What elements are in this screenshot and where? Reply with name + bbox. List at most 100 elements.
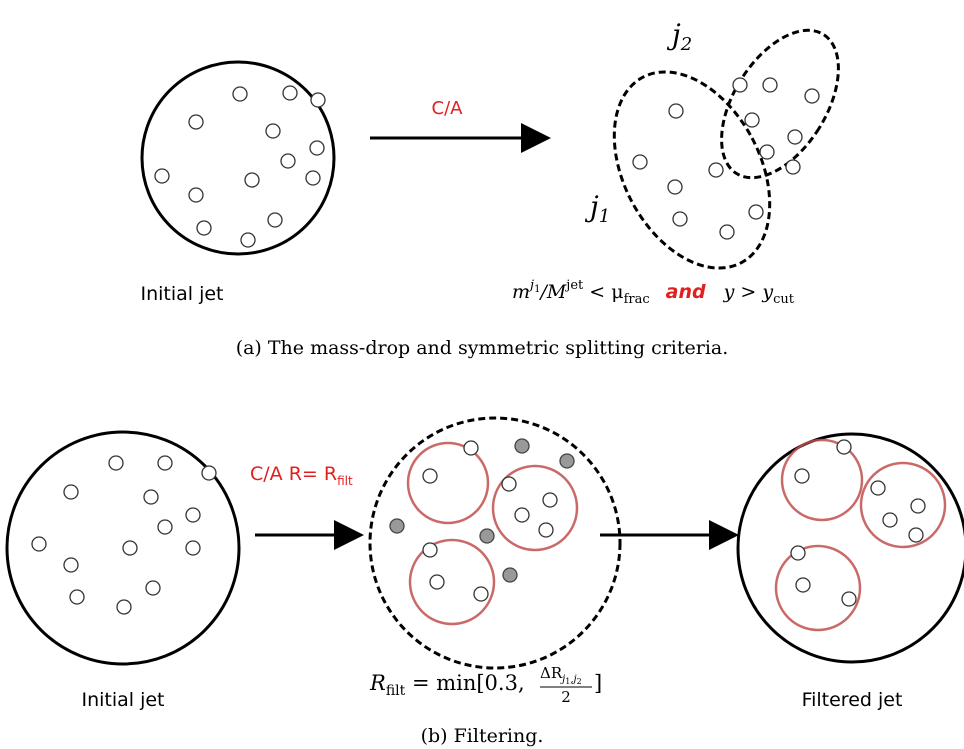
particle: [790, 545, 806, 561]
particle: [145, 580, 161, 596]
filter-subjet: [780, 438, 864, 522]
particle: [719, 224, 735, 240]
particle: [240, 232, 256, 248]
filter-subjet: [406, 441, 490, 525]
arrow-label-sub: filt: [337, 474, 353, 488]
arrow-label: C/A R= Rfilt: [250, 463, 353, 488]
particle: [882, 512, 898, 528]
particle: [732, 77, 748, 93]
arrow-label: C/A: [432, 98, 464, 119]
particle: [744, 112, 760, 128]
particle: [31, 536, 47, 552]
arrow-label: C/A R= R: [250, 463, 337, 485]
removed-particle: [559, 453, 575, 469]
filter-subjet: [859, 461, 947, 549]
panel-a: C/A j2 j1 Initial jet mj1/Mjet < μfrac an…: [140, 18, 840, 359]
particle: [794, 468, 810, 484]
particle: [116, 599, 132, 615]
filter-subjet: [491, 464, 579, 552]
removed-particle: [502, 567, 518, 583]
subjet-j1: [612, 70, 772, 270]
particle: [841, 591, 857, 607]
particle: [232, 86, 248, 102]
j1-label: j: [584, 190, 599, 223]
particle: [501, 476, 517, 492]
f: y > y: [723, 281, 774, 303]
filter-region: [368, 416, 622, 670]
initial-jet: [5, 430, 241, 666]
particle: [785, 159, 801, 175]
f: ,j: [570, 674, 576, 685]
particles: [154, 85, 326, 248]
particle: [267, 212, 283, 228]
particle: [63, 484, 79, 500]
particle: [201, 465, 217, 481]
particles: [790, 439, 926, 607]
f: j: [560, 674, 565, 685]
particle: [154, 168, 170, 184]
f: m: [512, 281, 530, 303]
particle: [795, 577, 811, 593]
particle: [185, 540, 201, 556]
particle: [188, 187, 204, 203]
particle: [538, 522, 554, 538]
particle: [108, 455, 124, 471]
particles: [632, 77, 820, 240]
particle: [787, 129, 803, 145]
particle: [265, 123, 281, 139]
f: filt: [386, 683, 406, 699]
particle: [759, 144, 775, 160]
particle: [804, 88, 820, 104]
shape: ΔRj1,j2: [540, 664, 582, 686]
particle: [542, 492, 558, 508]
removed-particle: [389, 518, 405, 534]
f: 2: [561, 688, 571, 706]
j2-label: j: [666, 18, 681, 51]
particle: [422, 468, 438, 484]
f: j: [527, 278, 534, 293]
particle: [463, 440, 479, 456]
initial-label: Initial jet: [140, 283, 223, 305]
j1-sub: 1: [599, 206, 610, 227]
particle: [422, 542, 438, 558]
particle: [668, 103, 684, 119]
filtered-label: Filtered jet: [802, 689, 903, 711]
particle: [473, 586, 489, 602]
caption: (b) Filtering.: [421, 725, 544, 747]
initial-jet: [140, 60, 336, 256]
particle: [309, 140, 325, 156]
formula: mj1/Mjet < μfrac and y > ycut: [512, 278, 795, 307]
particle: [429, 574, 445, 590]
caption: (a) The mass-drop and symmetric splittin…: [236, 337, 729, 359]
particle: [310, 92, 326, 108]
panel-b: C/A R= Rfilt Initial jet Filtered jet Rf…: [5, 416, 964, 747]
j2-sub: 2: [680, 34, 692, 55]
particle: [708, 162, 724, 178]
particle: [762, 77, 778, 93]
particle: [305, 170, 321, 186]
particles: [389, 438, 575, 602]
f: R: [369, 671, 386, 695]
particle: [632, 154, 648, 170]
particle: [667, 179, 683, 195]
f: ΔR: [540, 664, 563, 682]
particle: [69, 589, 85, 605]
f: cut: [773, 292, 795, 307]
f: 2: [577, 677, 582, 686]
particle: [63, 557, 79, 573]
particle: [910, 498, 926, 514]
particle: [185, 507, 201, 523]
particle: [870, 480, 886, 496]
filtered-jet: [736, 432, 964, 664]
initial-label: Initial jet: [81, 689, 164, 711]
particle: [143, 489, 159, 505]
particle: [282, 85, 298, 101]
removed-particle: [514, 438, 530, 454]
formula: Rfilt = min[0.3, ΔRj1,j2 2 ]: [369, 664, 602, 706]
particle: [244, 172, 260, 188]
particle: [157, 455, 173, 471]
particle: [908, 527, 924, 543]
f: < μ: [583, 281, 623, 303]
f: and: [666, 281, 706, 303]
